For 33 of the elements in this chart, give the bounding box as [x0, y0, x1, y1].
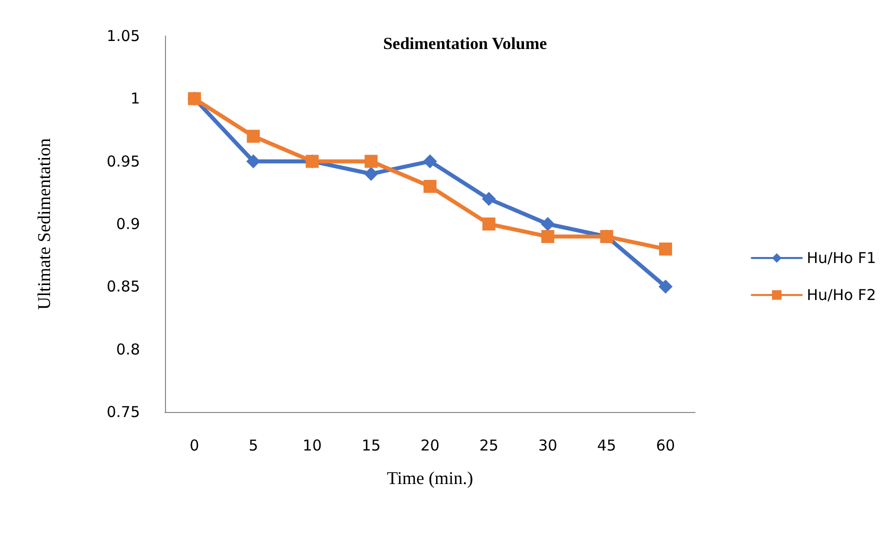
x-tick-label: 15 — [362, 436, 381, 454]
x-tick-label: 30 — [538, 436, 558, 454]
x-tick-label: 45 — [597, 436, 616, 454]
y-tick-label: 0.95 — [106, 152, 140, 170]
y-axis-title: Ultimate Sedimentation — [34, 138, 54, 310]
y-tick-label: 0.9 — [116, 215, 140, 233]
y-tick-label: 1.05 — [106, 27, 140, 45]
point — [424, 180, 436, 193]
x-axis-title: Time (min.) — [386, 468, 474, 488]
point — [659, 242, 672, 256]
point — [482, 192, 496, 206]
x-tick-label: 10 — [302, 436, 322, 454]
y-tick-label: 0.85 — [106, 278, 140, 296]
legend-label: Hu/Ho F1 — [806, 249, 876, 267]
y-tick-label: 1 — [130, 90, 140, 108]
point — [364, 166, 378, 181]
point — [540, 217, 555, 231]
x-tick-label: 25 — [479, 436, 498, 454]
point — [423, 154, 437, 168]
x-tick-label: 60 — [656, 436, 676, 454]
point — [482, 218, 496, 230]
point — [541, 230, 554, 244]
point — [364, 154, 378, 168]
legend-label: Hu/Ho F2 — [806, 286, 876, 304]
point — [246, 130, 260, 143]
x-tick-label: 5 — [248, 436, 258, 454]
x-tick-label: 0 — [190, 436, 200, 454]
point — [658, 280, 673, 294]
y-tick-label: 0.75 — [106, 403, 140, 421]
chart-title: Sedimentation Volume — [383, 34, 548, 53]
x-tick-label: 20 — [420, 436, 440, 454]
y-tick-label: 0.8 — [116, 340, 140, 358]
point — [246, 154, 260, 168]
